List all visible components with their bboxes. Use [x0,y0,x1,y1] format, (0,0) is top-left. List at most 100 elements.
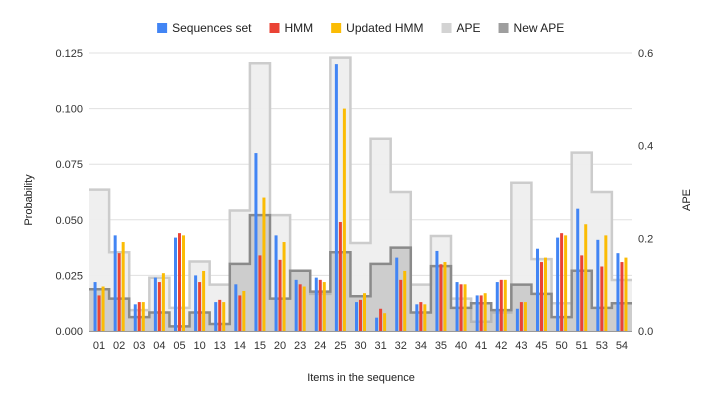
bar-hmm [359,299,362,331]
bar-updated-hmm [342,108,346,331]
bar-updated-hmm [403,270,407,331]
legend-label: New APE [514,21,565,35]
y2-tick-label: 0.0 [638,326,653,338]
x-tick-label: 41 [475,340,487,352]
bar-sequences-set [475,295,479,331]
legend-label: HMM [285,21,314,35]
legend-swatch [498,23,509,33]
bar-hmm [238,295,242,331]
bar-hmm [97,295,101,331]
legend-swatch [331,23,342,33]
bar-updated-hmm [121,242,125,331]
bar-sequences-set [133,304,137,331]
bar-hmm [580,255,584,331]
x-tick-label: 34 [415,340,427,352]
bar-sequences-set [153,277,157,331]
bar-updated-hmm [282,242,286,331]
x-tick-label: 42 [495,340,507,352]
bar-updated-hmm [262,197,266,331]
bar-updated-hmm [624,257,628,331]
bar-hmm [278,259,282,331]
x-tick-label: 54 [616,340,628,352]
bar-sequences-set [375,317,379,331]
bar-sequences-set [515,308,519,331]
y-tick-label: 0.000 [55,326,83,338]
bar-updated-hmm [383,313,387,331]
legend-label: APE [457,21,481,35]
legend: Sequences set HMM Updated HMM APE New APE [157,21,564,35]
bar-updated-hmm [523,302,527,331]
x-tick-label: 43 [515,340,527,352]
x-tick-label: 40 [455,340,467,352]
bar-updated-hmm [242,290,246,331]
bar-updated-hmm [161,273,165,331]
y-tick-label: 0.100 [55,104,83,116]
y-axis-title: Probability [23,174,35,226]
bar-hmm [439,264,443,331]
bar-sequences-set [556,237,560,331]
bar-updated-hmm [182,235,185,331]
bar-updated-hmm [363,293,366,331]
bar-sequences-set [314,277,318,331]
bar-sequences-set [113,235,117,331]
bar-hmm [198,282,202,331]
bar-updated-hmm [483,293,487,331]
x-tick-label: 53 [596,340,608,352]
bar-sequences-set [536,248,539,331]
bar-hmm [620,262,624,331]
bar-sequences-set [274,235,278,331]
legend-label: Updated HMM [346,21,423,35]
bar-sequences-set [495,282,499,331]
bar-sequences-set [596,239,600,331]
bar-updated-hmm [503,279,507,331]
bar-sequences-set [455,282,459,331]
bar-sequences-set [93,282,97,331]
bar-hmm [399,279,403,331]
bar-updated-hmm [141,302,145,331]
bar-hmm [479,295,483,331]
x-tick-label: 32 [395,340,407,352]
x-tick-label: 20 [274,340,286,352]
x-tick-label: 15 [254,340,266,352]
bar-hmm [459,284,463,331]
x-tick-label: 24 [314,340,326,352]
y-tick-label: 0.125 [55,48,83,60]
x-tick-label: 30 [354,340,366,352]
bar-updated-hmm [322,282,326,331]
bar-sequences-set [435,250,439,331]
bar-hmm [157,282,161,331]
bar-updated-hmm [423,304,427,331]
x-tick-label: 14 [234,340,246,352]
axes: Probability APE Items in the sequence 0.… [23,48,693,384]
bar-updated-hmm [302,286,306,331]
x-tick-label: 13 [214,340,226,352]
probability-bars [93,64,628,332]
bar-hmm [540,262,543,331]
area-outline-ape [89,56,632,323]
bar-updated-hmm [564,235,568,331]
bar-sequences-set [616,253,620,331]
bar-updated-hmm [584,224,588,331]
legend-label: Sequences set [172,21,252,35]
legend-swatch [441,23,452,33]
bar-updated-hmm [604,235,608,331]
x-tick-label: 02 [113,340,125,352]
x-tick-label: 01 [93,340,105,352]
bar-hmm [258,255,262,331]
bar-sequences-set [174,237,177,331]
bar-hmm [137,302,141,331]
area-outline-new-ape [89,213,632,328]
y-tick-label: 0.075 [55,159,83,171]
y2-tick-label: 0.6 [638,48,653,60]
bar-hmm [117,253,121,331]
bar-updated-hmm [101,286,105,331]
bar-sequences-set [254,153,258,331]
x-tick-label: 45 [535,340,547,352]
x-tick-label: 31 [374,340,386,352]
y-tick-label: 0.050 [55,215,83,227]
y2-tick-label: 0.4 [638,141,653,153]
bar-updated-hmm [222,302,226,331]
x-tick-label: 25 [334,340,346,352]
